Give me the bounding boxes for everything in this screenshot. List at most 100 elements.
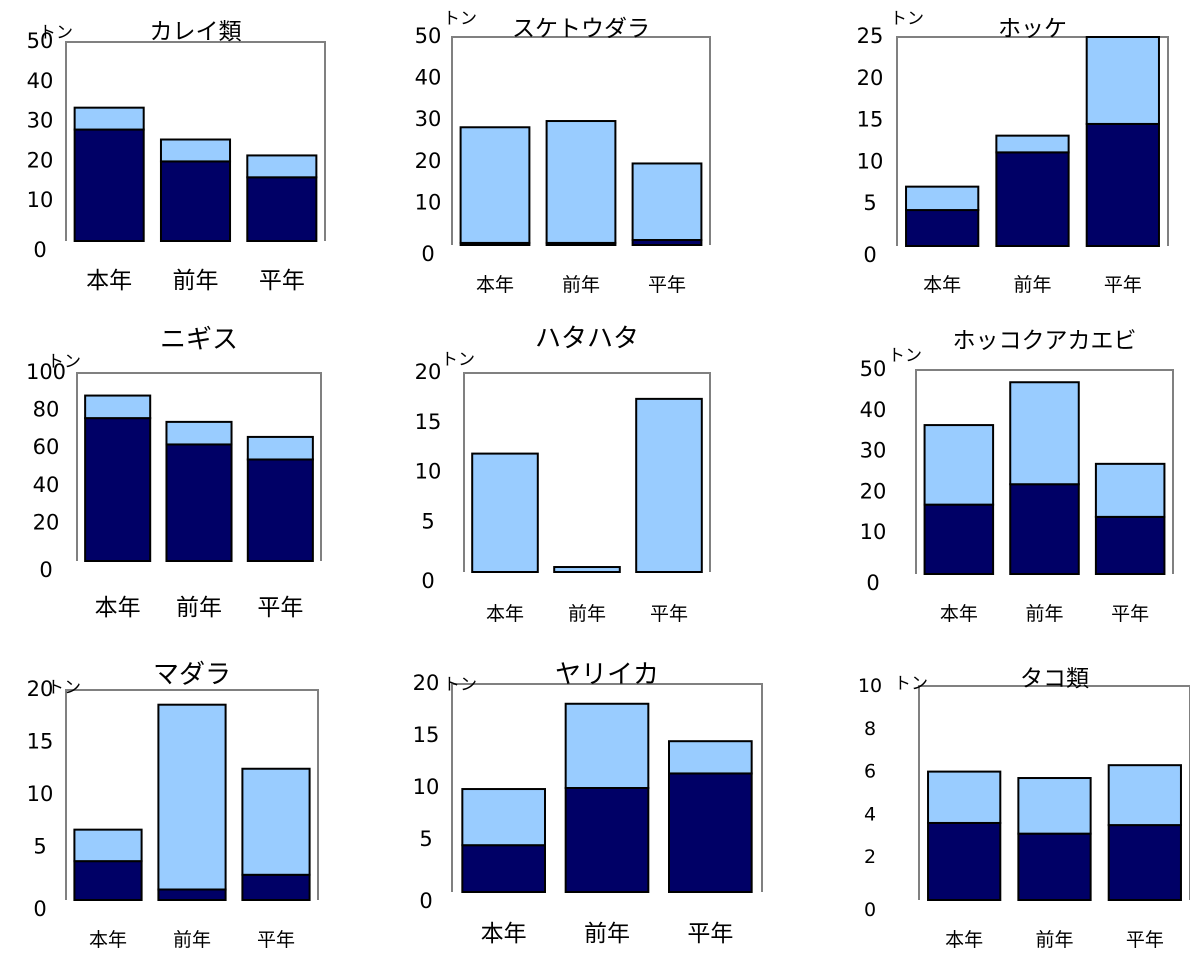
y-tick-label: 15 [857, 108, 884, 132]
plot-frame [451, 36, 711, 245]
bar-segment-upper [1085, 36, 1160, 125]
bar-segment-upper [635, 397, 703, 573]
category-label: 前年 [173, 268, 219, 294]
y-tick-label: 5 [33, 835, 46, 859]
bar-segment-upper [631, 162, 703, 242]
bar-segment-lower [246, 176, 318, 243]
chart-title: ヤリイカ [555, 660, 659, 690]
plot-frame [918, 685, 1190, 900]
category-label: 平年 [648, 274, 686, 296]
category-label: 平年 [687, 921, 733, 947]
y-tick-label: 15 [413, 723, 440, 747]
bar-segment-lower [1085, 122, 1160, 247]
y-tick-label: 20 [415, 149, 442, 173]
category-label: 本年 [89, 929, 127, 951]
bar-segment-upper [73, 106, 145, 131]
y-tick-label: 10 [857, 149, 884, 173]
bar-segment-lower [923, 503, 995, 576]
bar-segment-upper [159, 138, 232, 163]
bar-segment-lower [157, 888, 227, 901]
unit-label: トン [890, 9, 924, 29]
y-tick-label: 10 [858, 675, 882, 697]
bar-segment-lower [1107, 824, 1182, 901]
category-label: 本年 [476, 274, 514, 296]
category-label: 平年 [1126, 929, 1164, 951]
category-label: 平年 [257, 929, 295, 951]
plot-frame [65, 689, 319, 900]
y-tick-label: 0 [419, 889, 432, 913]
category-label: 前年 [1013, 274, 1051, 296]
bar-segment-upper [157, 703, 227, 891]
y-tick-label: 0 [864, 899, 876, 921]
bar-segment-upper [995, 134, 1070, 154]
chart-title: ハタハタ [535, 324, 639, 354]
y-tick-label: 30 [415, 107, 442, 131]
y-tick-label: 0 [33, 238, 46, 262]
bar-segment-lower [668, 772, 753, 893]
bar-segment-upper [461, 788, 547, 847]
y-tick-label: 5 [421, 509, 434, 533]
y-tick-label: 5 [419, 827, 432, 851]
y-tick-label: 0 [33, 897, 46, 921]
category-label: 本年 [923, 274, 961, 296]
unit-label: トン [441, 350, 475, 370]
plot-frame [65, 41, 326, 241]
y-tick-label: 5 [863, 191, 876, 215]
plot-frame [896, 36, 1169, 246]
unit-label: トン [443, 9, 477, 29]
bar-segment-lower [73, 860, 143, 902]
category-label: 平年 [257, 595, 303, 621]
category-label: 前年 [562, 274, 600, 296]
bar-segment-lower [1017, 832, 1092, 901]
category-label: 前年 [568, 603, 606, 625]
category-label: 前年 [1035, 929, 1073, 951]
bar-segment-upper [246, 435, 314, 461]
category-label: 本年 [86, 268, 132, 294]
y-tick-label: 60 [33, 435, 60, 459]
bar-segment-lower [564, 787, 650, 893]
y-tick-label: 40 [27, 69, 54, 93]
y-tick-label: 100 [26, 360, 66, 384]
bar-segment-upper [545, 120, 617, 244]
bar-segment-lower [461, 844, 547, 894]
y-tick-label: 0 [421, 569, 434, 593]
y-tick-label: 20 [27, 148, 54, 172]
bar-segment-upper [905, 185, 980, 212]
y-tick-label: 40 [860, 398, 887, 422]
bar-segment-upper [246, 154, 318, 179]
bar-segment-lower [927, 821, 1002, 902]
bar-segment-lower [84, 417, 152, 562]
bar-segment-upper [1009, 381, 1080, 486]
bar-segment-upper [1094, 462, 1166, 518]
category-label: 前年 [173, 929, 211, 951]
chart-title: カレイ類 [150, 19, 242, 45]
unit-label: トン [443, 675, 477, 695]
y-tick-label: 20 [33, 510, 60, 534]
chart-title: スケトウダラ [512, 16, 650, 42]
y-tick-label: 80 [33, 398, 60, 422]
bar-segment-lower [241, 873, 311, 901]
y-tick-label: 15 [415, 410, 442, 434]
y-tick-label: 10 [415, 460, 442, 484]
bar-segment-upper [927, 770, 1002, 824]
unit-label: トン [894, 674, 928, 694]
y-tick-label: 50 [415, 24, 442, 48]
chart-3: ホッケ トン 0 5 10 15 20 25 本年 前年 平年 [857, 9, 1169, 296]
bar-segment-upper [1107, 764, 1182, 827]
plot-frame [451, 683, 763, 892]
chart-title: ニギス [160, 325, 238, 355]
y-tick-label: 20 [415, 360, 442, 384]
bar-segment-lower [995, 151, 1070, 247]
y-tick-label: 20 [413, 671, 440, 695]
y-tick-label: 40 [415, 66, 442, 90]
y-tick-label: 4 [864, 803, 876, 825]
unit-label: トン [39, 23, 73, 43]
chart-title: ホッケ [998, 16, 1067, 42]
category-label: 本年 [486, 603, 524, 625]
unit-label: トン [47, 352, 81, 372]
bar-segment-upper [668, 740, 753, 775]
y-tick-label: 0 [866, 571, 879, 595]
